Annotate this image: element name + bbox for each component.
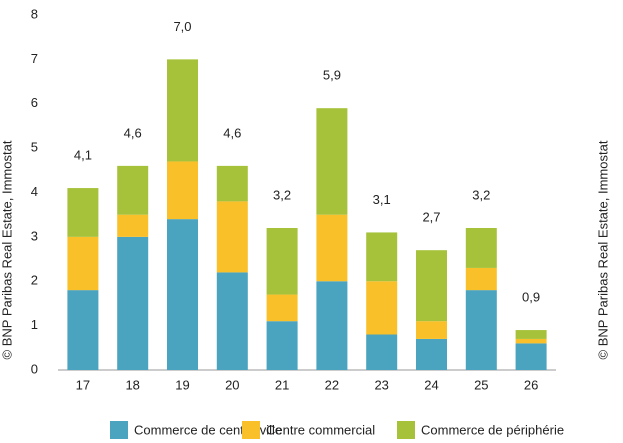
bar-segment — [167, 59, 198, 162]
x-tick-label: 19 — [175, 377, 189, 392]
x-tick-label: 18 — [125, 377, 139, 392]
total-label: 0,9 — [522, 290, 540, 305]
bar-segment — [216, 201, 248, 273]
x-tick-label: 26 — [524, 377, 538, 392]
x-tick-label: 22 — [325, 377, 339, 392]
bar-segment — [465, 290, 497, 370]
bar-segment — [167, 219, 198, 370]
legend-swatch — [397, 421, 415, 439]
total-label: 3,2 — [273, 187, 291, 202]
bar-segment — [316, 214, 348, 282]
bar-segment — [266, 228, 298, 295]
legend-swatch — [110, 421, 128, 439]
legend-swatch — [242, 421, 260, 439]
total-label: 3,1 — [373, 192, 391, 207]
x-tick-label: 17 — [76, 377, 90, 392]
bar-segment — [117, 165, 149, 215]
bar-segment — [67, 236, 99, 291]
bar-segment — [366, 334, 398, 370]
bar-segment — [117, 236, 149, 370]
bar-segment — [266, 294, 298, 322]
bar-segment — [67, 188, 99, 237]
y-tick-label: 0 — [31, 361, 38, 376]
y-tick-label: 2 — [31, 273, 38, 288]
bar-segment — [67, 290, 99, 370]
x-tick-label: 23 — [374, 377, 388, 392]
y-tick-label: 7 — [31, 51, 38, 66]
y-tick-label: 1 — [31, 317, 38, 332]
total-label: 5,9 — [323, 68, 341, 83]
legend-label: Commerce de périphérie — [421, 422, 564, 437]
bar-segment — [416, 338, 447, 370]
total-label: 2,7 — [422, 210, 440, 225]
total-label: 7,0 — [173, 19, 191, 34]
y-tick-label: 6 — [31, 95, 38, 110]
y-tick-label: 4 — [31, 184, 38, 199]
source-left: © BNP Paribas Real Estate, Immostat — [0, 140, 14, 359]
bar-segment — [117, 214, 149, 237]
bar-segment — [515, 330, 547, 339]
y-tick-label: 5 — [31, 140, 38, 155]
x-tick-label: 21 — [275, 377, 289, 392]
bar-segment — [465, 228, 497, 268]
bar-segment — [316, 108, 348, 215]
bar-segment — [266, 321, 298, 370]
bar-segment — [366, 232, 398, 282]
bar-segment — [515, 343, 547, 370]
total-label: 4,1 — [74, 148, 92, 163]
bar-segment — [515, 338, 547, 344]
legend-label: Centre commercial — [266, 422, 375, 437]
bar-segment — [216, 272, 248, 370]
bar-segment — [316, 281, 348, 370]
bar-segment — [366, 281, 398, 335]
bar-segment — [216, 165, 248, 202]
y-tick-label: 3 — [31, 228, 38, 243]
x-tick-label: 20 — [225, 377, 239, 392]
total-label: 3,2 — [472, 187, 490, 202]
source-right: © BNP Paribas Real Estate, Immostat — [595, 140, 610, 359]
x-tick-label: 25 — [474, 377, 488, 392]
x-tick-label: 24 — [424, 377, 438, 392]
total-label: 4,6 — [223, 125, 241, 140]
bar-segment — [167, 161, 198, 220]
y-tick-label: 8 — [31, 6, 38, 21]
bar-segment — [416, 250, 447, 322]
bar-segment — [465, 267, 497, 291]
bar-segment — [416, 321, 447, 339]
total-label: 4,6 — [124, 125, 142, 140]
